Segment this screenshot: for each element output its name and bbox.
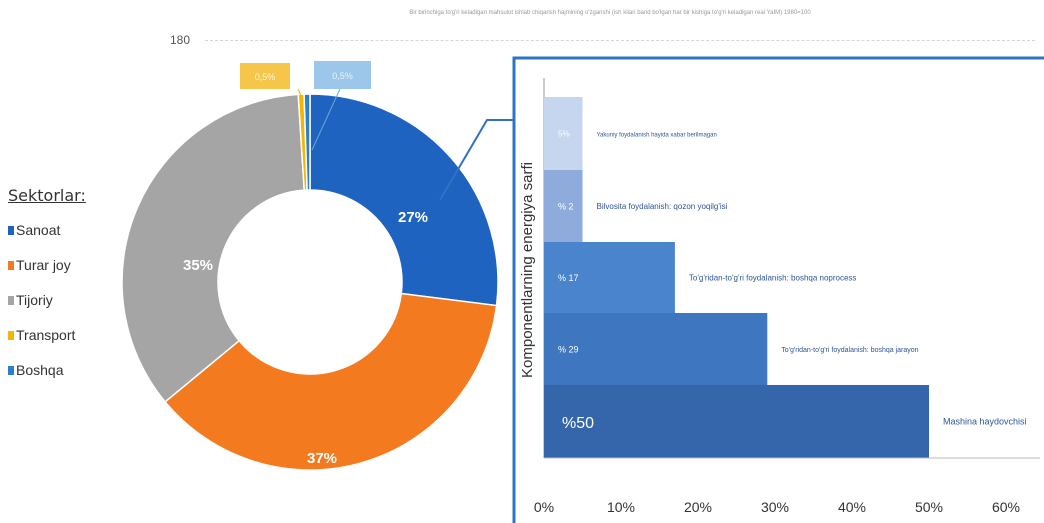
x-tick-label: 50% (915, 499, 943, 515)
legend-swatch (8, 295, 14, 305)
bar-value-label: 5% (558, 130, 570, 139)
legend-item: Tijoriy (8, 291, 86, 309)
chart-title: Bir birinchiga to'g'ri keladigan mahsulo… (409, 10, 811, 16)
legend-item: Transport (8, 326, 86, 344)
x-tick-label: 60% (992, 499, 1020, 515)
gridline-value-label: 180 (170, 33, 191, 47)
legend-label: Turar joy (16, 257, 71, 273)
x-tick-label: 20% (684, 499, 712, 515)
legend-items: Sanoat Turar joy Tijoriy Transport Boshqa (8, 221, 86, 379)
bar (544, 385, 929, 458)
legend: Sektorlar: Sanoat Turar joy Tijoriy Transpo… (8, 186, 86, 396)
slice-label: 35% (183, 257, 213, 274)
bar-description-label: Yakuniy foydalanish hayida xabar berilma… (597, 133, 717, 139)
bar-value-label: % 29 (558, 345, 579, 355)
legend-item: Boshqa (8, 361, 86, 379)
bar-value-label: % 2 (558, 202, 574, 212)
legend-swatch (8, 365, 14, 375)
bar-value-label: % 17 (558, 273, 579, 283)
bar (544, 97, 583, 170)
slice-label: 37% (307, 450, 337, 467)
legend-label: Transport (16, 327, 76, 343)
bar-panel-frame (512, 56, 1044, 523)
top-gridline (205, 40, 1035, 41)
pie-slice (164, 292, 498, 471)
pie-slice (309, 93, 499, 307)
bar (544, 170, 583, 242)
legend-item: Sanoat (8, 221, 86, 239)
x-tick-label: 30% (761, 499, 789, 515)
legend-label: Boshqa (16, 362, 64, 378)
bar (544, 242, 675, 313)
legend-label: Tijoriy (16, 292, 53, 308)
bar-description-label: Bilvosita foydalanish: qozon yoqilg'isi (597, 202, 728, 211)
x-tick-label: 40% (838, 499, 866, 515)
legend-swatch (8, 330, 14, 340)
connector-line (439, 119, 514, 201)
bar-description-label: To'g'ridan-to'g'ri foydalanish: boshqa n… (689, 274, 857, 283)
small-slice-callout-box (314, 61, 371, 89)
legend-swatch (8, 260, 14, 270)
bar-description-label: Mashina haydovchisi (943, 417, 1027, 427)
small-slice-callout-label: 0,5% (255, 72, 276, 82)
legend-title: Sektorlar: (8, 186, 86, 205)
legend-swatch (8, 225, 14, 235)
bar (544, 313, 768, 385)
pie-slice (303, 93, 311, 191)
small-slice-callout-label: 0,5% (332, 71, 353, 81)
legend-label: Sanoat (16, 222, 61, 238)
bar-description-label: To'g'ridan-to'g'ri foydalanish: boshqa j… (781, 347, 918, 354)
bar-value-label: %50 (562, 415, 594, 432)
small-slice-callout-box (240, 63, 290, 89)
pie-slice (121, 93, 306, 403)
callout-leader-line (311, 88, 341, 151)
y-axis-label: Komponentlarning energiya sarfi (519, 162, 536, 378)
slice-label: 27% (398, 209, 428, 226)
x-tick-label: 10% (607, 499, 635, 515)
x-tick-label: 0% (534, 499, 554, 515)
legend-item: Turar joy (8, 256, 86, 274)
callout-leader-line (297, 88, 304, 101)
